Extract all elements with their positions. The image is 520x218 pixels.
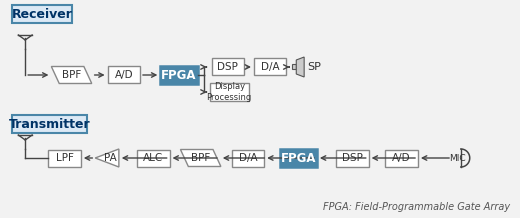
FancyBboxPatch shape [232, 150, 264, 167]
Text: A/D: A/D [393, 153, 411, 163]
Text: FPGA: FPGA [161, 68, 197, 82]
FancyBboxPatch shape [336, 150, 369, 167]
Text: BPF: BPF [191, 153, 210, 163]
FancyBboxPatch shape [108, 66, 140, 83]
Text: SP: SP [307, 62, 321, 72]
FancyBboxPatch shape [12, 115, 87, 133]
Text: A/D: A/D [114, 70, 133, 80]
Text: Display
Processing: Display Processing [206, 82, 252, 102]
FancyBboxPatch shape [292, 65, 296, 70]
FancyBboxPatch shape [48, 150, 81, 167]
FancyBboxPatch shape [210, 83, 249, 101]
Text: LPF: LPF [56, 153, 74, 163]
Polygon shape [180, 150, 221, 167]
Text: D/A: D/A [261, 62, 279, 72]
FancyBboxPatch shape [212, 58, 244, 75]
Polygon shape [296, 57, 304, 77]
FancyBboxPatch shape [137, 150, 170, 167]
Polygon shape [51, 66, 92, 83]
Polygon shape [95, 149, 119, 167]
Text: D/A: D/A [239, 153, 257, 163]
Text: MIC: MIC [450, 153, 466, 162]
Text: DSP: DSP [342, 153, 363, 163]
Text: DSP: DSP [217, 62, 238, 72]
Text: Receiver: Receiver [11, 7, 72, 20]
FancyBboxPatch shape [385, 150, 418, 167]
Text: PA: PA [103, 153, 116, 163]
FancyBboxPatch shape [12, 5, 72, 23]
FancyBboxPatch shape [254, 58, 287, 75]
Text: BPF: BPF [62, 70, 81, 80]
FancyBboxPatch shape [280, 149, 317, 167]
Text: ALC: ALC [143, 153, 163, 163]
Text: FPGA: FPGA [280, 152, 316, 165]
FancyBboxPatch shape [160, 66, 198, 84]
Text: FPGA: Field-Programmable Gate Array: FPGA: Field-Programmable Gate Array [323, 202, 510, 212]
Text: Transmitter: Transmitter [9, 118, 90, 131]
